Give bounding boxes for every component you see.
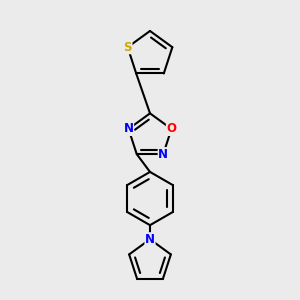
Text: N: N — [124, 122, 134, 135]
Text: S: S — [123, 41, 132, 54]
Text: O: O — [167, 122, 176, 135]
Text: N: N — [145, 233, 155, 246]
Text: N: N — [158, 148, 168, 161]
